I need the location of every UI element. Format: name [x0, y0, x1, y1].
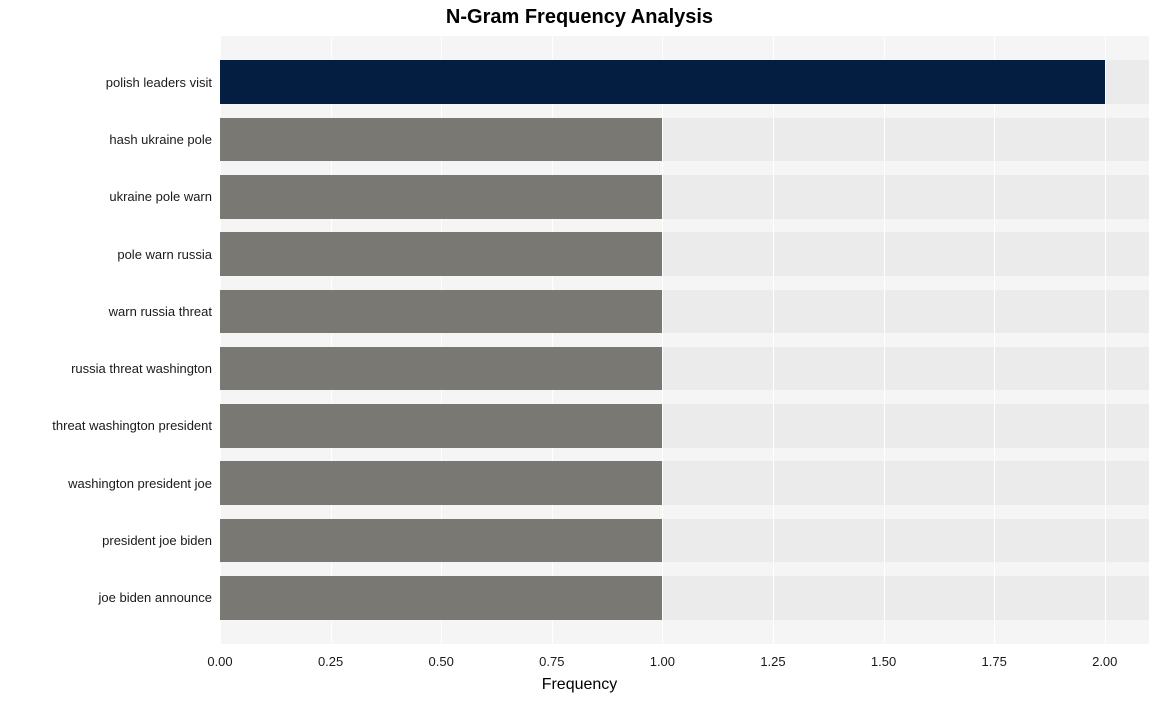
bar	[220, 461, 662, 505]
x-axis-label: Frequency	[0, 676, 1159, 694]
bar	[220, 232, 662, 276]
bar	[220, 60, 1105, 104]
y-tick-label: ukraine pole warn	[109, 189, 212, 204]
y-tick-label: polish leaders visit	[106, 75, 212, 90]
x-tick-label: 1.75	[982, 654, 1007, 669]
ngram-chart: N-Gram Frequency Analysis Frequency 0.00…	[0, 0, 1159, 701]
bar	[220, 347, 662, 391]
x-tick-label: 0.25	[318, 654, 343, 669]
bar	[220, 576, 662, 620]
y-tick-label: warn russia threat	[109, 304, 212, 319]
plot-area	[220, 36, 1149, 644]
y-tick-label: pole warn russia	[117, 247, 212, 262]
x-tick-label: 2.00	[1092, 654, 1117, 669]
x-tick-label: 1.25	[760, 654, 785, 669]
bar	[220, 404, 662, 448]
bar	[220, 519, 662, 563]
bar	[220, 290, 662, 334]
x-tick-label: 0.75	[539, 654, 564, 669]
y-tick-label: russia threat washington	[71, 361, 212, 376]
y-tick-label: hash ukraine pole	[109, 132, 212, 147]
chart-title: N-Gram Frequency Analysis	[0, 6, 1159, 29]
bar	[220, 118, 662, 162]
y-tick-label: threat washington president	[52, 418, 212, 433]
y-tick-label: joe biden announce	[99, 590, 213, 605]
x-tick-label: 1.00	[650, 654, 675, 669]
x-tick-label: 0.50	[429, 654, 454, 669]
y-tick-label: washington president joe	[68, 476, 212, 491]
bar	[220, 175, 662, 219]
y-tick-label: president joe biden	[102, 533, 212, 548]
x-tick-label: 1.50	[871, 654, 896, 669]
x-tick-label: 0.00	[207, 654, 232, 669]
